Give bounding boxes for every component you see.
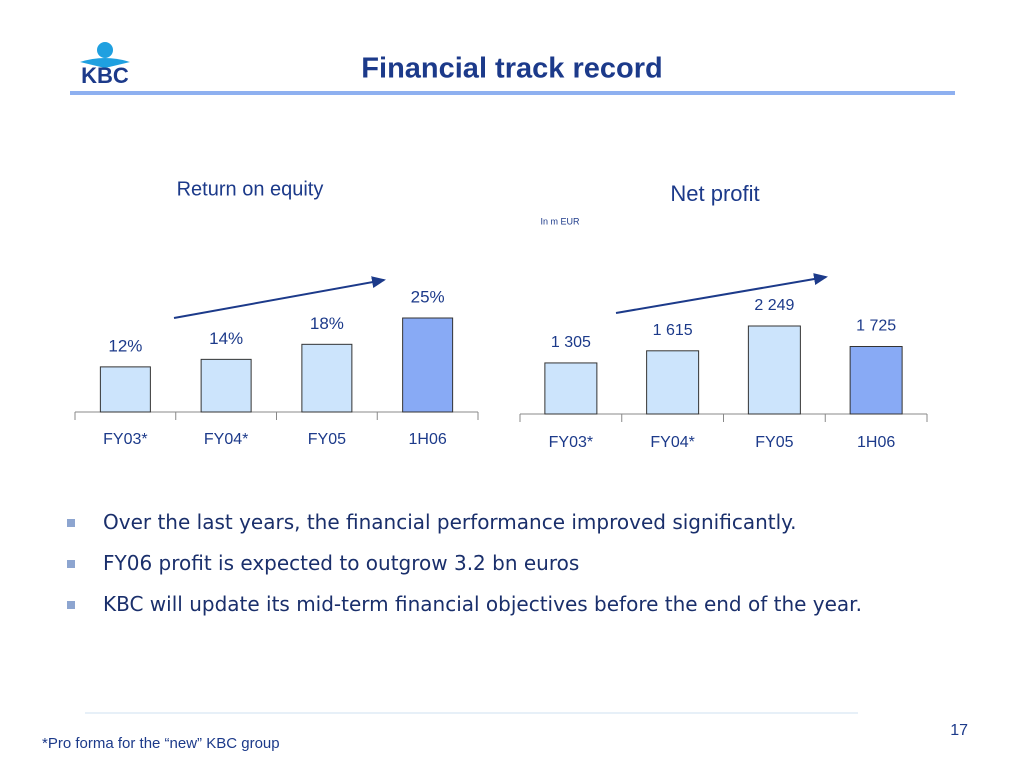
- data-label: 25%: [411, 287, 445, 306]
- data-label: 18%: [310, 314, 344, 333]
- bar: [849, 346, 903, 415]
- x-tick-label: FY04*: [650, 434, 694, 451]
- bullet: Over the last years, the financial perfo…: [62, 510, 912, 534]
- data-label: 1 305: [551, 334, 591, 351]
- data-label: 1 725: [856, 318, 896, 335]
- data-label: 12%: [108, 336, 142, 355]
- data-label: 14%: [209, 329, 243, 348]
- bullet: FY06 profit is expected to outgrow 3.2 b…: [62, 551, 912, 575]
- logo-text: KBC: [81, 63, 129, 88]
- data-label: 1 615: [653, 322, 693, 339]
- bar: [402, 317, 454, 413]
- bar: [200, 358, 252, 413]
- chart-title: Return on equity: [177, 178, 324, 200]
- logo-arms: [80, 58, 130, 68]
- x-tick-label: 1H06: [857, 434, 895, 451]
- x-tick-label: 1H06: [409, 431, 447, 448]
- bar: [544, 362, 598, 415]
- x-tick-label: FY05: [308, 431, 346, 448]
- logo-head: [97, 42, 113, 58]
- footnote: *Pro forma for the “new” KBC group: [42, 735, 280, 752]
- bar: [301, 343, 353, 413]
- page-number: 17: [950, 722, 968, 739]
- x-tick-label: FY05: [755, 434, 793, 451]
- chart-title: Net profit: [670, 181, 759, 206]
- bullet-list: Over the last years, the financial perfo…: [62, 510, 912, 633]
- bar: [747, 325, 801, 415]
- trend-arrow: [173, 276, 386, 319]
- data-label: 2 249: [754, 297, 794, 314]
- bar: [99, 366, 151, 413]
- x-tick-label: FY04*: [204, 431, 248, 448]
- x-tick-label: FY03*: [103, 431, 147, 448]
- x-tick-label: FY03*: [549, 434, 593, 451]
- slide-title: Financial track record: [361, 53, 662, 85]
- logo: KBC: [80, 42, 130, 88]
- trend-arrow: [615, 273, 828, 314]
- chart-subtitle: In m EUR: [540, 216, 580, 226]
- bullet: KBC will update its mid-term financial o…: [62, 592, 912, 616]
- bar: [646, 350, 700, 415]
